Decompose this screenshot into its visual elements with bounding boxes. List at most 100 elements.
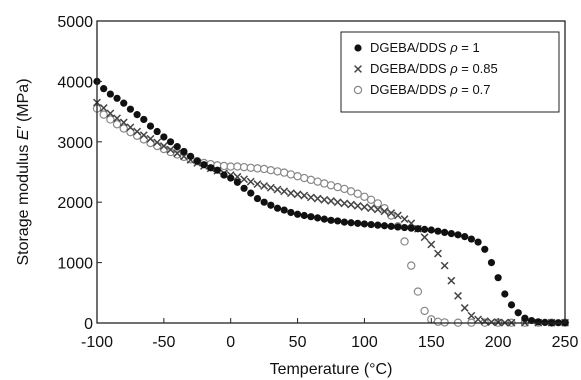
series-3-point [300, 173, 309, 183]
series-1-point [220, 171, 228, 179]
series-2-point [360, 203, 369, 211]
series-2-point [126, 123, 135, 132]
series-2-point [280, 187, 289, 196]
axis-tick-labels: -100 -50 0 50 100 150 200 250 0 1000 2000 3000 4000 5… [57, 14, 578, 351]
series-2-point [233, 172, 242, 181]
axis-ticks [96, 20, 566, 324]
series-2-point [313, 194, 322, 203]
series-3-point [326, 181, 336, 190]
series-1-point [146, 122, 155, 130]
series-3-point [280, 168, 289, 177]
series-1-point [314, 214, 322, 222]
series-1-point [447, 230, 455, 238]
series-1-point [200, 161, 208, 169]
series-3-point [386, 211, 396, 220]
series-3-point [313, 177, 322, 186]
series-1-point [100, 85, 108, 93]
series-2-point [447, 276, 456, 285]
series-2-point [286, 189, 295, 198]
y-axis-title: Storage modulus E′ (MPa) [15, 78, 32, 265]
series-1-point [380, 222, 389, 230]
series-2-point [400, 215, 409, 224]
series-2-point [273, 185, 282, 194]
legend-box [340, 31, 560, 113]
y-tick-label: 4000 [57, 74, 93, 91]
series-2-point [460, 303, 469, 312]
series-2-point [246, 177, 255, 186]
series-2-point [260, 181, 269, 190]
series-1-point [421, 225, 429, 233]
series-2-point [113, 114, 121, 123]
series-1-point [454, 231, 462, 239]
legend-label-3: DGEBA/DDS ρ = 0.7 [370, 82, 491, 97]
series-1-point [514, 309, 522, 317]
series-1-point [334, 217, 342, 225]
series-3-point [373, 199, 382, 208]
series-1-point [320, 215, 328, 223]
series-1-point [327, 216, 335, 224]
series-2-point [240, 175, 249, 184]
legend-label-1: DGEBA/DDS ρ = 1 [370, 40, 480, 55]
series-2-point [373, 205, 382, 214]
series-1-point [407, 224, 415, 232]
series-1-point [414, 225, 422, 233]
series-3-point [233, 162, 242, 171]
series-2-point [300, 191, 309, 200]
series-1-point [160, 133, 168, 141]
y-tick-label: 0 [84, 316, 93, 333]
series-3-point [413, 287, 423, 296]
series-2-point [253, 180, 262, 189]
series-3-point [286, 170, 296, 179]
series-2-point [487, 318, 496, 327]
series-2-point [393, 211, 402, 220]
legend: DGEBA/DDS ρ = 1 DGEBA/DDS ρ = 0.85 DGEBA/D… [340, 31, 560, 113]
series-1-point [267, 201, 275, 209]
series-1-point [213, 166, 221, 174]
series-2-point [467, 311, 476, 320]
series-2-point [333, 198, 342, 207]
series-1-point [140, 115, 148, 124]
series-3-point [333, 182, 342, 192]
series-1-point [487, 259, 496, 267]
series-2-point [119, 118, 128, 127]
series-3-point [353, 189, 362, 198]
series-3-point [366, 195, 376, 204]
series-1-point [434, 227, 442, 235]
series-1-point [300, 211, 308, 220]
series-3-point [433, 317, 443, 326]
series-1-point [173, 143, 181, 151]
series-2-point [327, 197, 335, 205]
series-1-point [521, 314, 529, 322]
series-2-point [159, 142, 168, 150]
series-1-point [494, 274, 502, 282]
x-tick-label: 100 [351, 334, 378, 351]
legend-label-2: DGEBA/DDS ρ = 0.85 [370, 61, 498, 76]
series-3-point [400, 237, 409, 246]
series-1-point [113, 94, 121, 102]
series-1-point [534, 318, 542, 326]
series-2-point [307, 193, 315, 202]
series-3-point [273, 167, 282, 176]
plot-frame [96, 20, 566, 324]
series-3-point [239, 162, 249, 172]
series-1-point [273, 204, 282, 212]
series-1-point [253, 194, 262, 203]
y-tick-label: 1000 [57, 256, 93, 273]
series-2-point [434, 249, 442, 258]
series-3-point [407, 261, 416, 270]
legend-marker-3 [353, 85, 363, 95]
series-2-point [173, 149, 182, 158]
series-2-point [427, 240, 436, 249]
series-2-point [320, 195, 329, 204]
x-axis-title: Temperature (°C) [270, 361, 393, 378]
y-tick-label: 3000 [57, 135, 93, 152]
series-1-point [247, 189, 255, 197]
series-3-point [119, 124, 128, 133]
series-3-point [360, 192, 369, 201]
series-2-point [440, 261, 449, 270]
series-1-point [507, 301, 516, 309]
series-1-point [287, 208, 295, 217]
y-tick-label: 2000 [57, 195, 93, 212]
series-1-point [387, 222, 395, 230]
